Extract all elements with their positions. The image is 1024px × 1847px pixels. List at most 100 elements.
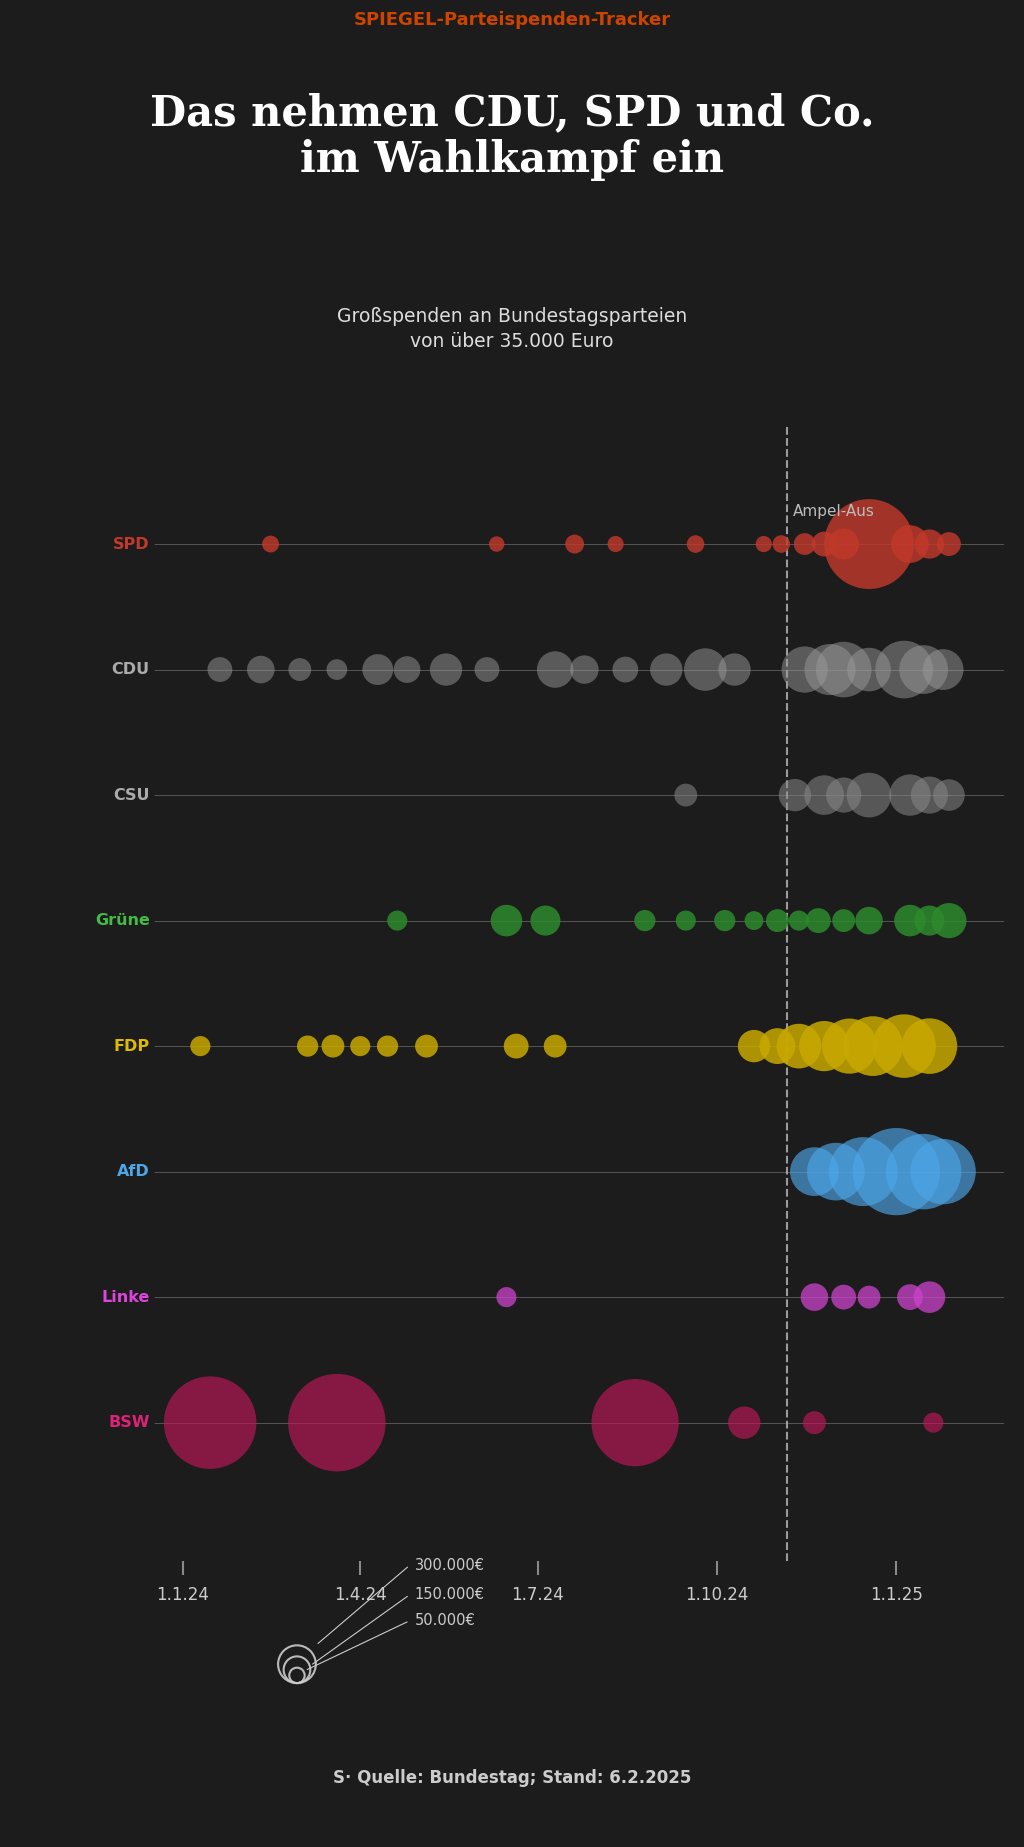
Ellipse shape: [719, 654, 751, 685]
Ellipse shape: [537, 652, 573, 687]
Text: CSU: CSU: [114, 787, 150, 803]
Ellipse shape: [350, 1036, 371, 1056]
Ellipse shape: [327, 659, 347, 680]
Ellipse shape: [570, 656, 599, 683]
Ellipse shape: [164, 1376, 256, 1468]
Ellipse shape: [799, 1021, 849, 1071]
Text: CDU: CDU: [112, 661, 150, 678]
Text: Großspenden an Bundestagsparteien
von über 35.000 Euro: Großspenden an Bundestagsparteien von üb…: [337, 307, 687, 351]
Text: Ampel-Aus: Ampel-Aus: [793, 504, 874, 519]
Ellipse shape: [911, 776, 948, 815]
Ellipse shape: [744, 911, 764, 931]
Ellipse shape: [776, 1023, 821, 1068]
Ellipse shape: [816, 641, 871, 698]
Ellipse shape: [565, 534, 584, 554]
Ellipse shape: [415, 1034, 438, 1058]
Ellipse shape: [833, 909, 855, 933]
Ellipse shape: [824, 499, 914, 589]
Text: Grüne: Grüne: [95, 912, 150, 927]
Ellipse shape: [772, 536, 791, 552]
Ellipse shape: [902, 1018, 957, 1073]
Text: BSW: BSW: [109, 1415, 150, 1430]
Text: AfD: AfD: [117, 1164, 150, 1178]
Ellipse shape: [847, 648, 891, 691]
Ellipse shape: [208, 658, 232, 682]
Ellipse shape: [855, 907, 883, 935]
Ellipse shape: [872, 1014, 936, 1079]
Ellipse shape: [738, 1031, 770, 1062]
Ellipse shape: [899, 645, 948, 694]
Ellipse shape: [932, 903, 967, 938]
Ellipse shape: [377, 1036, 398, 1056]
Text: S· Quelle: Bundestag; Stand: 6.2.2025: S· Quelle: Bundestag; Stand: 6.2.2025: [333, 1769, 691, 1786]
Ellipse shape: [894, 905, 926, 936]
Text: SPD: SPD: [113, 536, 150, 552]
Ellipse shape: [756, 536, 772, 552]
Text: FDP: FDP: [114, 1038, 150, 1053]
Ellipse shape: [760, 1029, 796, 1064]
Ellipse shape: [247, 656, 274, 683]
Ellipse shape: [914, 530, 944, 558]
Ellipse shape: [262, 536, 279, 552]
Ellipse shape: [805, 776, 844, 815]
Ellipse shape: [805, 645, 856, 694]
Ellipse shape: [822, 1018, 878, 1073]
Ellipse shape: [807, 1143, 864, 1201]
Ellipse shape: [791, 1147, 839, 1197]
Ellipse shape: [504, 1034, 528, 1058]
Ellipse shape: [297, 1036, 318, 1056]
Ellipse shape: [924, 1413, 943, 1433]
Text: Linke: Linke: [101, 1289, 150, 1304]
Ellipse shape: [886, 1134, 962, 1210]
Ellipse shape: [393, 656, 421, 683]
Ellipse shape: [544, 1034, 566, 1058]
Ellipse shape: [766, 909, 788, 933]
Ellipse shape: [857, 1286, 881, 1308]
Ellipse shape: [592, 1380, 679, 1467]
Text: SPIEGEL-Parteispenden-Tracker: SPIEGEL-Parteispenden-Tracker: [353, 11, 671, 30]
Ellipse shape: [430, 654, 462, 685]
Ellipse shape: [779, 779, 811, 811]
Ellipse shape: [684, 648, 726, 691]
Ellipse shape: [847, 772, 891, 818]
Ellipse shape: [650, 654, 682, 685]
Ellipse shape: [889, 774, 931, 816]
Ellipse shape: [497, 1287, 516, 1308]
Ellipse shape: [607, 536, 624, 552]
Ellipse shape: [288, 1374, 386, 1472]
Ellipse shape: [634, 911, 655, 931]
Ellipse shape: [489, 536, 505, 552]
Ellipse shape: [826, 778, 861, 813]
Ellipse shape: [812, 532, 837, 556]
Ellipse shape: [530, 905, 560, 936]
Ellipse shape: [289, 658, 311, 682]
Ellipse shape: [843, 1016, 903, 1077]
Ellipse shape: [322, 1034, 344, 1058]
Ellipse shape: [676, 911, 696, 931]
Ellipse shape: [914, 905, 944, 936]
Ellipse shape: [794, 534, 815, 554]
Ellipse shape: [362, 654, 393, 685]
Text: Das nehmen CDU, SPD und Co.
im Wahlkampf ein: Das nehmen CDU, SPD und Co. im Wahlkampf…: [150, 92, 874, 181]
Ellipse shape: [876, 641, 933, 698]
Ellipse shape: [803, 1411, 826, 1433]
Text: 50.000€: 50.000€: [415, 1612, 475, 1629]
Ellipse shape: [612, 658, 638, 682]
Ellipse shape: [831, 1286, 856, 1310]
Ellipse shape: [801, 1284, 828, 1311]
Ellipse shape: [387, 911, 408, 931]
Ellipse shape: [910, 1140, 976, 1204]
Ellipse shape: [675, 783, 697, 807]
Ellipse shape: [788, 911, 809, 931]
Ellipse shape: [474, 658, 500, 682]
Ellipse shape: [923, 648, 964, 691]
Ellipse shape: [828, 1138, 898, 1206]
Ellipse shape: [806, 909, 830, 933]
Ellipse shape: [913, 1282, 945, 1313]
Ellipse shape: [490, 905, 522, 936]
Text: 300.000€: 300.000€: [415, 1557, 484, 1574]
Ellipse shape: [891, 525, 929, 563]
Ellipse shape: [937, 532, 961, 556]
Ellipse shape: [781, 646, 827, 693]
Ellipse shape: [933, 779, 965, 811]
